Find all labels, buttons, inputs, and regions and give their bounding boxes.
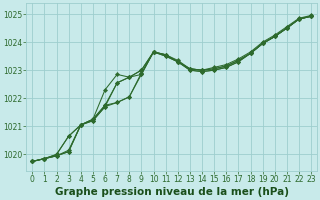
X-axis label: Graphe pression niveau de la mer (hPa): Graphe pression niveau de la mer (hPa) [55, 187, 289, 197]
